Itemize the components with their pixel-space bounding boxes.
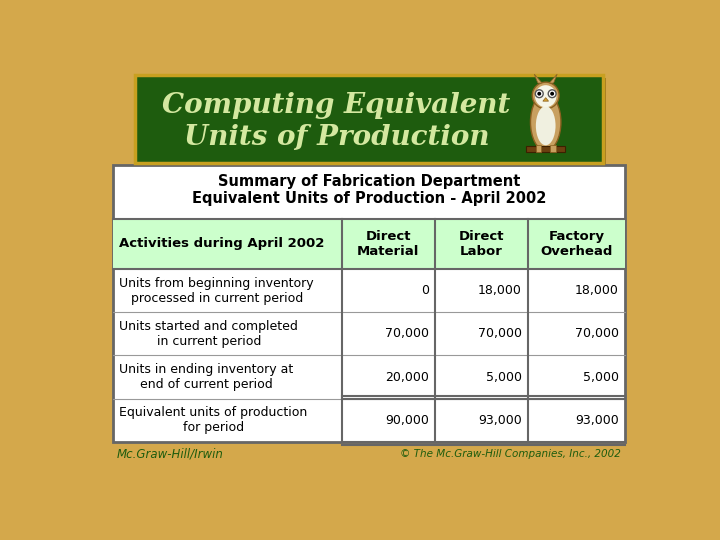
Text: © The Mc.Graw-Hill Companies, Inc., 2002: © The Mc.Graw-Hill Companies, Inc., 2002 xyxy=(400,449,621,458)
Text: 70,000: 70,000 xyxy=(575,327,618,340)
Text: 90,000: 90,000 xyxy=(384,414,428,427)
Bar xyxy=(113,165,625,442)
Text: Activities during April 2002: Activities during April 2002 xyxy=(120,237,325,251)
Text: Computing Equivalent: Computing Equivalent xyxy=(162,92,510,119)
Text: Units from beginning inventory
processed in current period: Units from beginning inventory processed… xyxy=(120,276,314,305)
Text: 0: 0 xyxy=(420,284,428,297)
Text: Summary of Fabrication Department: Summary of Fabrication Department xyxy=(218,174,520,190)
Ellipse shape xyxy=(535,90,543,98)
Text: Mc.Graw-Hill/Irwin: Mc.Graw-Hill/Irwin xyxy=(117,447,224,460)
FancyBboxPatch shape xyxy=(138,78,606,166)
Text: Equivalent Units of Production - April 2002: Equivalent Units of Production - April 2… xyxy=(192,191,546,206)
Text: 18,000: 18,000 xyxy=(478,284,522,297)
Ellipse shape xyxy=(531,94,561,151)
FancyBboxPatch shape xyxy=(135,75,603,163)
Polygon shape xyxy=(534,74,542,83)
Ellipse shape xyxy=(532,82,559,109)
Bar xyxy=(113,219,625,269)
Text: Factory
Overhead: Factory Overhead xyxy=(540,230,613,258)
Ellipse shape xyxy=(535,85,557,107)
Bar xyxy=(526,146,565,152)
Text: 70,000: 70,000 xyxy=(477,327,522,340)
Text: Units in ending inventory at
end of current period: Units in ending inventory at end of curr… xyxy=(120,363,294,391)
Bar xyxy=(550,145,556,152)
Text: 5,000: 5,000 xyxy=(486,370,522,383)
Text: 20,000: 20,000 xyxy=(384,370,428,383)
Text: 18,000: 18,000 xyxy=(575,284,618,297)
Text: Units of Production: Units of Production xyxy=(184,124,489,151)
Text: 5,000: 5,000 xyxy=(582,370,618,383)
Bar xyxy=(536,145,541,152)
Text: Direct
Material: Direct Material xyxy=(357,230,420,258)
Text: 93,000: 93,000 xyxy=(575,414,618,427)
Text: 93,000: 93,000 xyxy=(478,414,522,427)
Polygon shape xyxy=(549,74,557,83)
Text: Units started and completed
in current period: Units started and completed in current p… xyxy=(120,320,298,348)
Polygon shape xyxy=(543,98,549,101)
Text: Direct
Labor: Direct Labor xyxy=(459,230,504,258)
Ellipse shape xyxy=(548,90,556,98)
Ellipse shape xyxy=(550,92,554,96)
Ellipse shape xyxy=(537,92,541,96)
Text: 70,000: 70,000 xyxy=(384,327,428,340)
Text: Equivalent units of production
for period: Equivalent units of production for perio… xyxy=(120,407,307,435)
Ellipse shape xyxy=(536,106,556,145)
